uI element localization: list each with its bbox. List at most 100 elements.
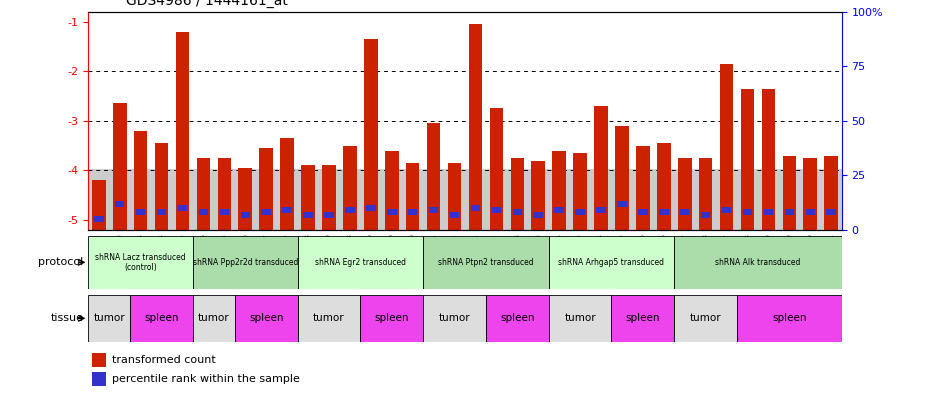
- Text: spleen: spleen: [144, 313, 179, 323]
- Bar: [385, 151, 399, 230]
- Bar: [199, 209, 208, 215]
- Bar: [611, 295, 674, 342]
- Bar: [427, 123, 441, 230]
- Bar: [615, 126, 629, 230]
- Bar: [193, 236, 298, 289]
- Bar: [115, 201, 125, 207]
- Bar: [596, 207, 605, 213]
- Text: spleen: spleen: [249, 313, 284, 323]
- Text: tumor: tumor: [439, 313, 471, 323]
- Bar: [283, 207, 292, 213]
- Bar: [322, 165, 336, 230]
- Bar: [92, 353, 106, 367]
- Text: shRNA Egr2 transduced: shRNA Egr2 transduced: [315, 258, 405, 267]
- Bar: [636, 146, 650, 230]
- Bar: [218, 158, 232, 230]
- Text: tumor: tumor: [690, 313, 722, 323]
- Text: GDS4986 / 1444161_at: GDS4986 / 1444161_at: [126, 0, 287, 8]
- Bar: [554, 207, 564, 213]
- Bar: [154, 143, 168, 230]
- Bar: [722, 207, 731, 213]
- Bar: [549, 236, 674, 289]
- Bar: [785, 209, 794, 215]
- Bar: [762, 89, 776, 230]
- Bar: [196, 158, 210, 230]
- Bar: [471, 205, 480, 211]
- Bar: [512, 209, 522, 215]
- Bar: [576, 209, 585, 215]
- Bar: [325, 212, 334, 218]
- Bar: [303, 212, 312, 218]
- Bar: [450, 212, 459, 218]
- Bar: [469, 24, 483, 230]
- Text: tumor: tumor: [198, 313, 230, 323]
- Bar: [674, 295, 737, 342]
- Bar: [178, 205, 187, 211]
- Bar: [492, 207, 501, 213]
- Text: tissue: tissue: [51, 313, 84, 323]
- Text: shRNA Arhgap5 transduced: shRNA Arhgap5 transduced: [559, 258, 664, 267]
- Bar: [259, 148, 273, 230]
- Text: tumor: tumor: [565, 313, 596, 323]
- Bar: [740, 89, 754, 230]
- Text: spleen: spleen: [375, 313, 409, 323]
- Bar: [301, 165, 315, 230]
- Bar: [549, 295, 611, 342]
- Bar: [701, 212, 711, 218]
- Bar: [366, 205, 376, 211]
- Bar: [782, 156, 796, 230]
- Bar: [176, 31, 190, 230]
- Bar: [387, 209, 396, 215]
- Text: tumor: tumor: [313, 313, 345, 323]
- Bar: [698, 158, 712, 230]
- Bar: [280, 138, 294, 230]
- Bar: [193, 295, 234, 342]
- Bar: [737, 295, 842, 342]
- Bar: [573, 153, 587, 230]
- Bar: [827, 209, 836, 215]
- Text: spleen: spleen: [500, 313, 535, 323]
- Text: shRNA Lacz transduced
(control): shRNA Lacz transduced (control): [96, 253, 186, 272]
- Bar: [720, 64, 734, 230]
- Bar: [552, 151, 566, 230]
- Bar: [423, 236, 549, 289]
- Bar: [447, 163, 461, 230]
- Bar: [92, 372, 106, 386]
- Bar: [764, 209, 773, 215]
- Bar: [824, 156, 838, 230]
- Bar: [241, 212, 250, 218]
- Text: shRNA Ptpn2 transduced: shRNA Ptpn2 transduced: [438, 258, 534, 267]
- Bar: [805, 209, 815, 215]
- Text: shRNA Alk transduced: shRNA Alk transduced: [715, 258, 801, 267]
- Bar: [408, 209, 418, 215]
- Bar: [157, 209, 166, 215]
- Bar: [534, 212, 543, 218]
- Bar: [364, 39, 378, 230]
- Bar: [219, 209, 229, 215]
- Bar: [298, 295, 360, 342]
- Bar: [130, 295, 193, 342]
- Bar: [234, 295, 298, 342]
- Bar: [360, 295, 423, 342]
- Bar: [88, 236, 193, 289]
- Bar: [92, 180, 106, 230]
- Bar: [659, 209, 669, 215]
- Bar: [804, 158, 817, 230]
- Bar: [680, 209, 689, 215]
- Bar: [298, 236, 423, 289]
- Bar: [343, 146, 357, 230]
- Bar: [743, 209, 752, 215]
- Bar: [657, 143, 671, 230]
- Bar: [238, 168, 252, 230]
- Bar: [531, 160, 545, 230]
- Bar: [261, 209, 271, 215]
- Bar: [618, 201, 627, 207]
- Text: protocol: protocol: [38, 257, 84, 267]
- Bar: [405, 163, 419, 230]
- Text: transformed count: transformed count: [112, 355, 216, 365]
- Bar: [94, 216, 103, 222]
- Text: percentile rank within the sample: percentile rank within the sample: [112, 374, 299, 384]
- Text: tumor: tumor: [93, 313, 126, 323]
- Bar: [423, 295, 485, 342]
- Bar: [678, 158, 692, 230]
